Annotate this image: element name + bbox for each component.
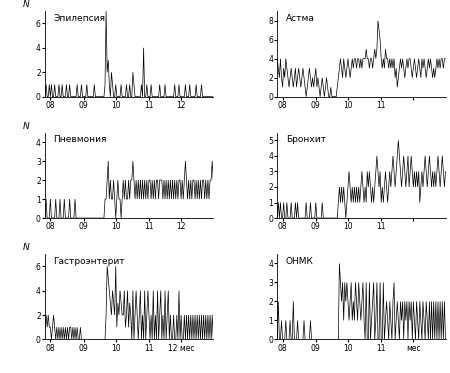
Text: ОНМК: ОНМК xyxy=(286,257,314,266)
Text: Бронхит: Бронхит xyxy=(286,135,326,144)
Text: N: N xyxy=(23,243,30,252)
Text: Пневмония: Пневмония xyxy=(54,135,107,144)
Text: N: N xyxy=(23,0,30,9)
Text: N: N xyxy=(23,122,30,131)
Text: Астма: Астма xyxy=(286,14,315,23)
Text: Гастроэнтерит: Гастроэнтерит xyxy=(54,257,125,266)
Text: Эпилепсия: Эпилепсия xyxy=(54,14,105,23)
